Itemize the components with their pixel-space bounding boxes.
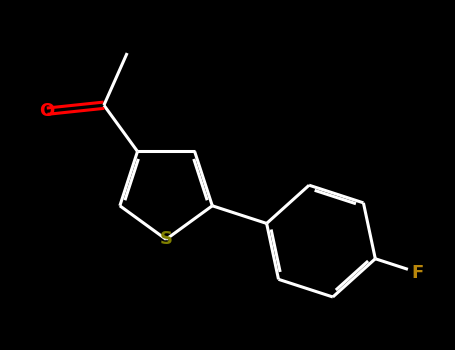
Text: F: F	[412, 264, 424, 281]
Text: S: S	[160, 230, 172, 248]
Text: O: O	[40, 102, 55, 120]
